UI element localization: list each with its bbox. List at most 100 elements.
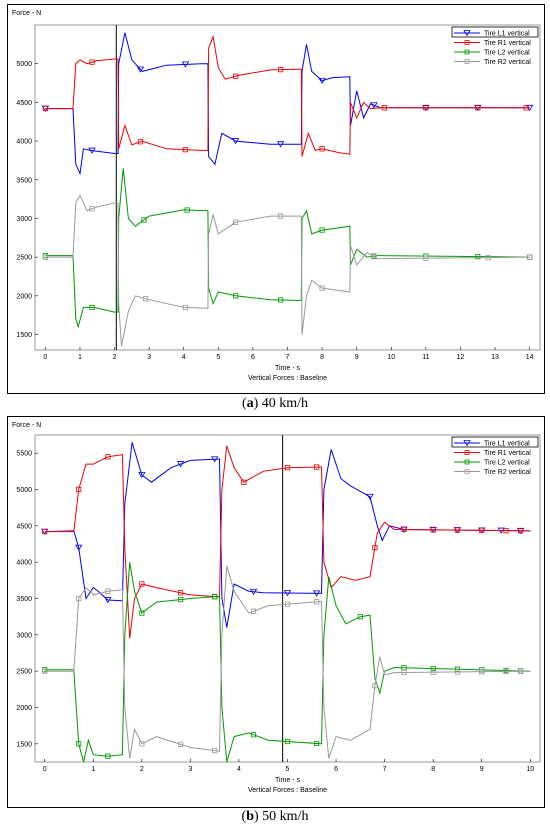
data-point-marker bbox=[42, 668, 48, 674]
data-point-marker bbox=[277, 67, 284, 73]
x-tick-label: 11 bbox=[422, 354, 429, 361]
data-point-marker bbox=[231, 138, 240, 145]
data-point-marker bbox=[88, 147, 96, 154]
y-tick-label: 4000 bbox=[16, 560, 32, 567]
legend-marker bbox=[463, 30, 471, 37]
data-point-marker bbox=[176, 461, 185, 468]
data-point-marker bbox=[517, 668, 524, 674]
x-tick-label: 0 bbox=[43, 766, 47, 773]
data-point-marker bbox=[178, 741, 184, 747]
y-axis-label: Force - N bbox=[12, 10, 41, 17]
y-tick-label: 5000 bbox=[16, 61, 32, 68]
data-point-marker bbox=[314, 464, 320, 470]
legend-marker bbox=[464, 469, 470, 474]
x-tick-label: 1 bbox=[91, 766, 95, 773]
legend-marker bbox=[464, 59, 470, 64]
data-point-marker bbox=[312, 590, 321, 597]
data-point-marker bbox=[503, 668, 509, 675]
chart-panel-b: Force - N 1500 2000 2500 3000 3500 4000 4500 500… bbox=[7, 416, 545, 808]
data-point-marker bbox=[181, 61, 190, 68]
series-line bbox=[45, 168, 530, 329]
data-point-marker bbox=[89, 206, 95, 212]
data-point-marker bbox=[141, 217, 147, 223]
legend-marker bbox=[464, 459, 470, 465]
data-point-marker bbox=[233, 219, 239, 225]
legend-marker bbox=[463, 440, 471, 447]
data-point-marker bbox=[178, 590, 184, 596]
y-tick-label: 3000 bbox=[16, 216, 32, 223]
legend-marker bbox=[464, 40, 470, 45]
chart-subtitle: Vertical Forces : Baseline bbox=[248, 787, 327, 794]
data-point-marker bbox=[372, 545, 378, 551]
data-point-marker bbox=[284, 601, 291, 607]
x-tick-label: 4 bbox=[237, 766, 241, 773]
y-tick-label: 3500 bbox=[16, 177, 32, 184]
x-tick-label: 6 bbox=[251, 354, 255, 361]
caption-b-text: 50 km/h bbox=[258, 809, 309, 824]
data-point-marker bbox=[372, 683, 378, 689]
y-tick-label: 4500 bbox=[16, 523, 32, 530]
data-point-marker bbox=[318, 77, 326, 84]
x-tick-label: 5 bbox=[216, 354, 220, 361]
data-point-marker bbox=[182, 304, 189, 311]
legend-label: Tire L1 vertical bbox=[484, 31, 530, 38]
x-tick-label: 1 bbox=[78, 354, 82, 361]
data-point-marker bbox=[76, 741, 82, 747]
plot-area bbox=[34, 434, 541, 763]
data-point-marker bbox=[277, 213, 284, 219]
y-tick-label: 2000 bbox=[16, 705, 32, 712]
data-point-marker bbox=[250, 608, 257, 614]
data-point-marker bbox=[233, 293, 239, 299]
data-point-marker bbox=[423, 105, 429, 111]
legend-label: Tire L2 vertical bbox=[484, 50, 530, 57]
chart-panel-a: Force - N 1500 2000 2500 3000 3500 4000 4500 500… bbox=[7, 4, 545, 394]
x-tick-label: 8 bbox=[431, 766, 435, 773]
data-point-marker bbox=[454, 666, 461, 672]
legend: Tire L1 vertical Tire R1 vertical Tire L2 … bbox=[451, 26, 539, 67]
data-point-marker bbox=[143, 296, 149, 302]
data-point-marker bbox=[284, 738, 291, 745]
series-tire-r1-vertical bbox=[42, 34, 530, 157]
data-point-marker bbox=[283, 590, 292, 597]
data-point-marker bbox=[454, 527, 461, 533]
data-point-marker bbox=[139, 581, 145, 587]
data-point-marker bbox=[104, 597, 112, 604]
data-point-marker bbox=[74, 544, 83, 551]
x-tick-label: 10 bbox=[526, 766, 534, 773]
data-point-marker bbox=[184, 207, 190, 213]
legend-label: Tire L1 vertical bbox=[484, 441, 530, 448]
data-point-marker bbox=[371, 254, 377, 260]
x-tick-label: 7 bbox=[383, 766, 387, 773]
chart-a: Force - N 1500 2000 2500 3000 3500 4000 4500 500… bbox=[12, 10, 541, 382]
x-tick-label: 3 bbox=[147, 354, 151, 361]
data-point-marker bbox=[319, 146, 325, 152]
legend-label: Tire R2 vertical bbox=[484, 469, 531, 476]
data-point-marker bbox=[42, 105, 48, 112]
data-point-marker bbox=[485, 254, 491, 261]
x-tick-label: 8 bbox=[320, 354, 324, 361]
data-point-marker bbox=[89, 304, 95, 311]
y-tick-label: 3000 bbox=[16, 632, 32, 639]
data-point-marker bbox=[284, 465, 291, 471]
series-tire-r2-vertical bbox=[42, 565, 531, 759]
plot-area bbox=[34, 24, 541, 351]
data-point-marker bbox=[523, 105, 529, 111]
data-point-marker bbox=[401, 526, 407, 533]
data-point-marker bbox=[212, 594, 218, 600]
data-point-marker bbox=[401, 669, 407, 676]
y-tick-label: 5000 bbox=[16, 487, 32, 494]
data-point-marker bbox=[42, 529, 48, 535]
y-tick-label: 3500 bbox=[16, 596, 32, 603]
data-point-marker bbox=[136, 66, 145, 73]
legend-label: Tire R1 vertical bbox=[484, 40, 531, 47]
data-point-marker bbox=[479, 527, 485, 534]
data-point-marker bbox=[105, 454, 111, 460]
x-tick-label: 0 bbox=[43, 354, 47, 361]
data-point-marker bbox=[182, 147, 189, 153]
data-point-marker bbox=[517, 528, 524, 534]
y-tick-label: 4000 bbox=[16, 139, 32, 146]
x-tick-label: 10 bbox=[387, 354, 395, 361]
data-point-marker bbox=[276, 141, 285, 148]
data-point-marker bbox=[76, 486, 82, 493]
data-point-marker bbox=[527, 254, 533, 260]
